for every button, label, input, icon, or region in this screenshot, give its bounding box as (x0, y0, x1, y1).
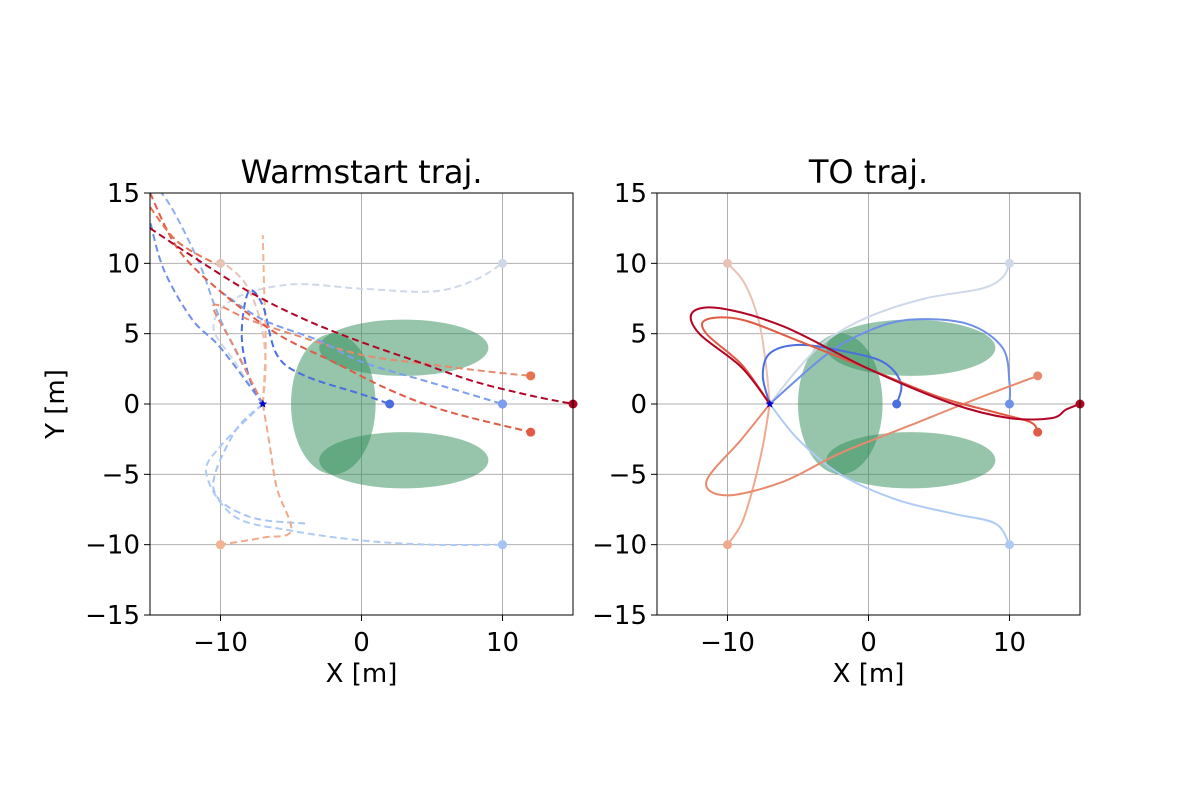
goal-marker (216, 540, 225, 550)
obstacle-ellipse (826, 432, 996, 489)
goal-marker (498, 399, 507, 409)
plot-area (689, 262, 1080, 546)
goal-marker (385, 399, 395, 409)
x-tick-label: 0 (860, 628, 877, 658)
goal-marker (1005, 258, 1014, 268)
y-axis-label: Y [m] (41, 369, 71, 440)
goal-marker (723, 540, 732, 550)
trajectory-line (150, 206, 221, 267)
trajectory-line (160, 193, 264, 405)
trajectory-line (204, 403, 503, 547)
trajectory-line (150, 220, 264, 405)
goal-marker (1033, 371, 1043, 381)
y-tick-label: 10 (614, 249, 647, 279)
trajectory-line (212, 262, 504, 405)
y-tick-label: −15 (85, 601, 140, 631)
trajectory-line (705, 374, 1039, 497)
y-tick-label: 15 (614, 179, 647, 209)
y-tick-label: −10 (592, 531, 647, 561)
chart-title: Warmstart traj. (240, 153, 482, 191)
y-tick-label: −5 (609, 460, 647, 490)
goal-marker (498, 258, 507, 268)
x-axis-label: X [m] (326, 659, 398, 689)
y-tick-label: 0 (630, 390, 647, 420)
trajectory-line (726, 262, 771, 405)
y-tick-label: 0 (123, 390, 140, 420)
trajectory-line (219, 290, 503, 405)
goal-marker (526, 427, 536, 437)
chart-title: TO traj. (808, 153, 928, 191)
trajectory-line (212, 303, 531, 405)
trajectory-line (220, 403, 293, 546)
obstacle-ellipse (319, 432, 489, 489)
x-tick-label: 10 (486, 628, 519, 658)
trajectory-line (769, 262, 1011, 405)
goal-marker (723, 258, 732, 268)
goal-marker (216, 258, 225, 268)
x-tick-label: −10 (193, 628, 248, 658)
goal-marker (1033, 427, 1043, 437)
x-axis-label: X [m] (833, 659, 905, 689)
trajectory-line (726, 403, 771, 546)
goal-marker (498, 540, 507, 550)
trajectory-line (769, 403, 1011, 546)
x-tick-label: 10 (993, 628, 1026, 658)
goal-marker (1005, 399, 1014, 409)
goal-marker (526, 371, 536, 381)
trajectory-line (689, 306, 1080, 421)
start-marker-star (258, 399, 268, 408)
y-tick-label: −15 (592, 601, 647, 631)
x-tick-label: −10 (700, 628, 755, 658)
y-tick-label: 5 (630, 320, 647, 350)
y-tick-label: −10 (85, 531, 140, 561)
trajectory-line (240, 289, 391, 405)
trajectory-line (150, 227, 573, 405)
chart-panel-1: −10 0 10 −15 −10 −5 0 5 10 15 Warmstart traj. X [m]… (41, 153, 578, 689)
goal-marker (892, 399, 902, 409)
y-tick-label: −5 (102, 460, 140, 490)
trajectory-line (261, 235, 267, 405)
trajectory-line (769, 318, 1012, 405)
start-marker-star (765, 399, 775, 408)
y-tick-label: 15 (107, 179, 140, 209)
trajectory-line (212, 403, 306, 525)
x-tick-label: 0 (353, 628, 370, 658)
chart-panel-2: −10 0 10 −15 −10 −5 0 5 10 15 TO traj. X [m] (592, 153, 1085, 689)
y-tick-label: 10 (107, 249, 140, 279)
y-tick-label: 5 (123, 320, 140, 350)
plot-area (150, 193, 573, 547)
goal-marker (1005, 540, 1014, 550)
trajectory-line (150, 193, 531, 434)
trajectory-line (700, 316, 1039, 433)
